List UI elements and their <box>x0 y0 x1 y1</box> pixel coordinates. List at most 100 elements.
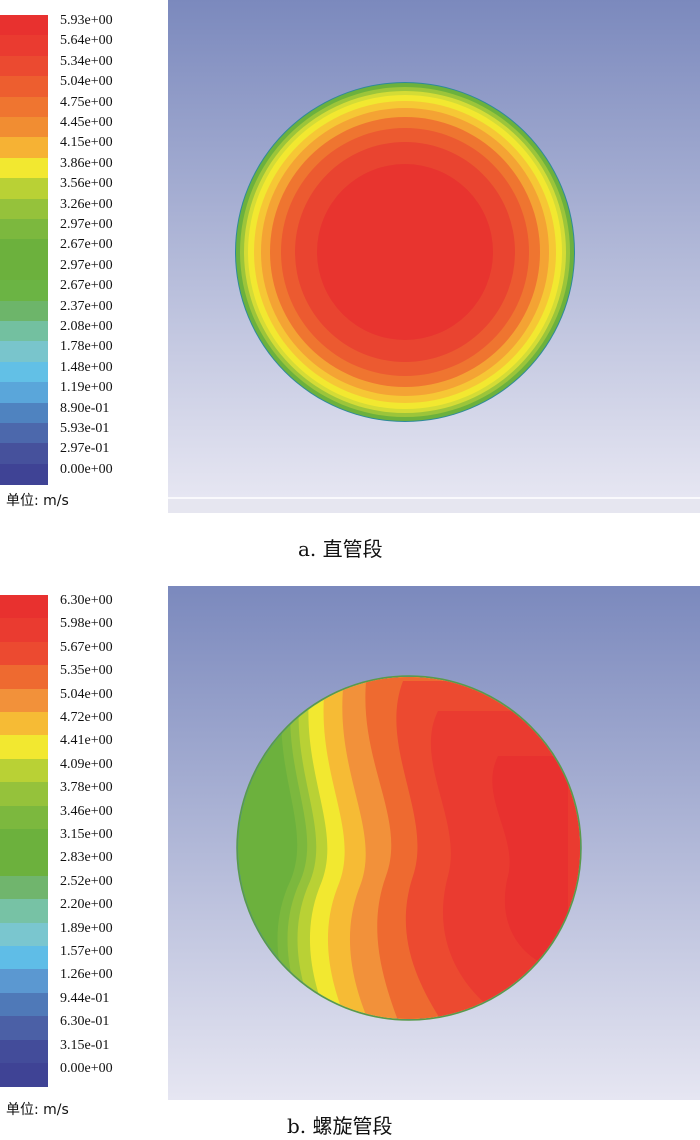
legend-swatch <box>0 219 48 240</box>
legend-tick-label: 2.20e+00 <box>60 897 113 913</box>
legend-tick-label: 2.97e+00 <box>60 257 113 273</box>
legend-swatch <box>0 946 48 970</box>
color-legend: 5.93e+00 5.64e+00 5.34e+00 5.04e+00 4.75e+00… <box>0 13 160 525</box>
legend-tick-label: 2.83e+00 <box>60 850 113 866</box>
legend-tick-label: 5.04e+00 <box>60 686 113 702</box>
legend-tick-label: 2.97e-01 <box>60 441 110 457</box>
unit-label: 单位: m/s <box>6 493 69 509</box>
legend-tick-label: 2.97e+00 <box>60 217 113 232</box>
legend-tick-label: 4.72e+00 <box>60 710 113 725</box>
legend-swatch <box>0 76 48 98</box>
legend-swatch <box>0 55 48 77</box>
legend-swatch <box>0 665 48 690</box>
legend-swatch <box>0 15 48 36</box>
legend-tick-label: 3.15e+00 <box>60 827 113 842</box>
legend-swatch <box>0 402 48 424</box>
legend-tick-label: 3.26e+00 <box>60 196 113 212</box>
contour-svg <box>168 586 700 1100</box>
unit-label: 单位: m/s <box>6 1102 69 1118</box>
legend-tick-label: 6.30e-01 <box>60 1014 110 1030</box>
legend-tick-label: 2.37e+00 <box>60 298 113 314</box>
legend-swatch <box>0 922 48 947</box>
legend-tick-label: 5.98e+00 <box>60 616 113 632</box>
legend-tick-label: 4.09e+00 <box>60 756 113 772</box>
legend-tick-label: 4.45e+00 <box>60 115 113 130</box>
legend-swatch <box>0 1016 48 1041</box>
legend-tick-label: 1.78e+00 <box>60 339 113 355</box>
caption: b. 螺旋管段 <box>287 1114 393 1138</box>
legend-swatch <box>0 618 48 643</box>
legend-swatch <box>0 382 48 404</box>
legend-tick-label: 5.67e+00 <box>60 639 113 655</box>
legend-tick-label: 2.67e+00 <box>60 278 113 294</box>
legend-tick-label: 3.56e+00 <box>60 176 113 192</box>
legend-tick-label: 5.93e+00 <box>60 13 113 28</box>
legend-swatch <box>0 875 48 900</box>
legend-swatch <box>0 259 48 281</box>
legend-swatch <box>0 178 48 200</box>
legend-swatch <box>0 899 48 924</box>
legend-swatch <box>0 595 48 619</box>
contour-svg <box>168 0 700 513</box>
legend-swatch <box>0 137 48 159</box>
legend-tick-label: 6.30e+00 <box>60 593 113 608</box>
legend-swatch <box>0 735 48 760</box>
legend-tick-label: 5.93e-01 <box>60 421 110 436</box>
legend-tick-label: 5.04e+00 <box>60 74 113 90</box>
legend-swatch <box>0 96 48 118</box>
legend-tick-label: 1.57e+00 <box>60 944 113 959</box>
legend-tick-label: 3.46e+00 <box>60 803 113 819</box>
legend-swatch <box>0 35 48 57</box>
legend-tick-label: 4.75e+00 <box>60 94 113 110</box>
legend-swatch <box>0 1063 48 1087</box>
legend-swatch <box>0 463 48 485</box>
legend-tick-label: 5.64e+00 <box>60 33 113 49</box>
legend-tick-label: 4.15e+00 <box>60 135 113 151</box>
contour-plot <box>168 586 700 1100</box>
legend-swatch <box>0 782 48 807</box>
legend-swatch <box>0 641 48 666</box>
legend-tick-label: 5.35e+00 <box>60 663 113 679</box>
panel-spiral-pipe: 6.30e+00 5.98e+00 5.67e+00 5.35e+00 5.04e+00… <box>0 580 700 1140</box>
legend-swatch <box>0 758 48 783</box>
legend-tick-label: 2.67e+00 <box>60 237 113 253</box>
legend-swatch <box>0 239 48 261</box>
legend-swatch <box>0 688 48 713</box>
legend-tick-label: 1.19e+00 <box>60 380 113 396</box>
legend-swatch <box>0 992 48 1017</box>
velocity-contour-spiral <box>236 675 582 1021</box>
legend-tick-label: 2.08e+00 <box>60 319 113 334</box>
legend-swatch <box>0 300 48 322</box>
legend-swatch <box>0 712 48 736</box>
legend-swatch <box>0 805 48 830</box>
legend-tick-label: 3.15e-01 <box>60 1037 110 1053</box>
legend-tick-label: 1.26e+00 <box>60 967 113 983</box>
legend-swatch <box>0 361 48 383</box>
panel-straight-pipe: 5.93e+00 5.64e+00 5.34e+00 5.04e+00 4.75e+00… <box>0 0 700 561</box>
legend-swatch <box>0 321 48 342</box>
legend-swatch <box>0 198 48 220</box>
legend-tick-label: 4.41e+00 <box>60 733 113 749</box>
legend-swatch <box>0 829 48 853</box>
legend-tick-label: 3.86e+00 <box>60 155 113 171</box>
legend-swatch <box>0 423 48 444</box>
legend-tick-label: 0.00e+00 <box>60 461 113 477</box>
legend-tick-label: 8.90e-01 <box>60 400 110 416</box>
velocity-contour-straight <box>235 82 575 422</box>
caption: a. 直管段 <box>298 537 383 561</box>
legend-tick-label: 9.44e-01 <box>60 990 110 1006</box>
legend-tick-label: 1.89e+00 <box>60 920 113 936</box>
legend-tick-label: 5.34e+00 <box>60 53 113 69</box>
contour-plot <box>168 0 700 513</box>
plot-base <box>168 498 700 513</box>
legend-swatch <box>0 157 48 179</box>
legend-swatch <box>0 341 48 363</box>
legend-swatch <box>0 117 48 138</box>
legend-swatch <box>0 1039 48 1064</box>
legend-swatch <box>0 443 48 465</box>
legend-tick-label: 1.48e+00 <box>60 359 113 375</box>
legend-swatch <box>0 852 48 877</box>
legend-swatch <box>0 280 48 302</box>
legend-tick-label: 0.00e+00 <box>60 1061 113 1076</box>
legend-tick-label: 3.78e+00 <box>60 780 113 796</box>
